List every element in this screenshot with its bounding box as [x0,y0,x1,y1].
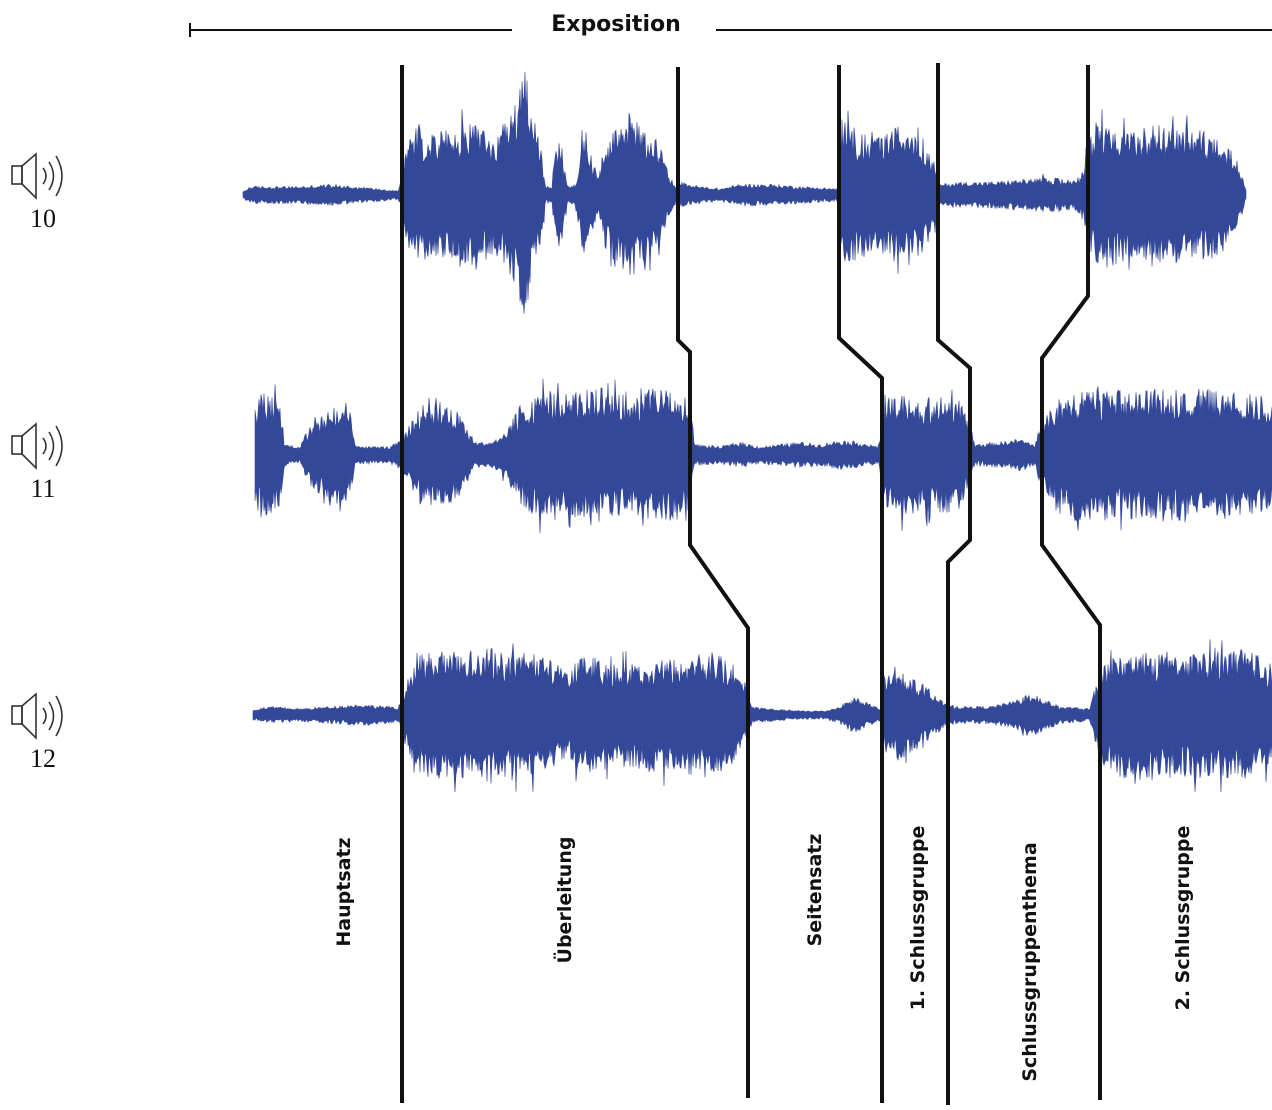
speaker-icon [11,692,63,740]
track-number: 10 [30,204,56,233]
track-10-speaker[interactable]: 10 [8,148,78,258]
track-number: 12 [30,744,56,773]
speaker-icon [11,422,63,470]
boundary-line-3 [837,65,884,1103]
track-number: 11 [30,474,56,503]
section-label-hauptsatz: Hauptsatz [333,837,355,947]
exposition-bracket [189,23,1272,37]
section-label-2-schlussgruppe: 2. Schlussgruppe [1172,825,1194,1011]
speaker-icon [11,152,63,200]
boundary-line-2 [676,67,750,1098]
exposition-label: Exposition [520,12,712,37]
section-boundaries [400,63,1102,1105]
section-label-schlussgruppenthema: Schlussgruppenthema [1019,842,1041,1082]
section-label-seitensatz: Seitensatz [804,833,826,947]
section-label-ueberleitung: Überleitung [554,836,576,964]
waveforms [242,71,1272,793]
waveform-track-12 [252,639,1272,793]
track-11-speaker[interactable]: 11 [8,418,78,528]
boundary-line-5 [1040,65,1102,1100]
boundary-line-4 [936,63,972,1105]
waveform-track-10 [242,71,1247,314]
track-12-speaker[interactable]: 12 [8,688,78,798]
waveform-track-11 [254,378,1272,534]
section-label-1-schlussgruppe: 1. Schlussgruppe [907,825,929,1011]
